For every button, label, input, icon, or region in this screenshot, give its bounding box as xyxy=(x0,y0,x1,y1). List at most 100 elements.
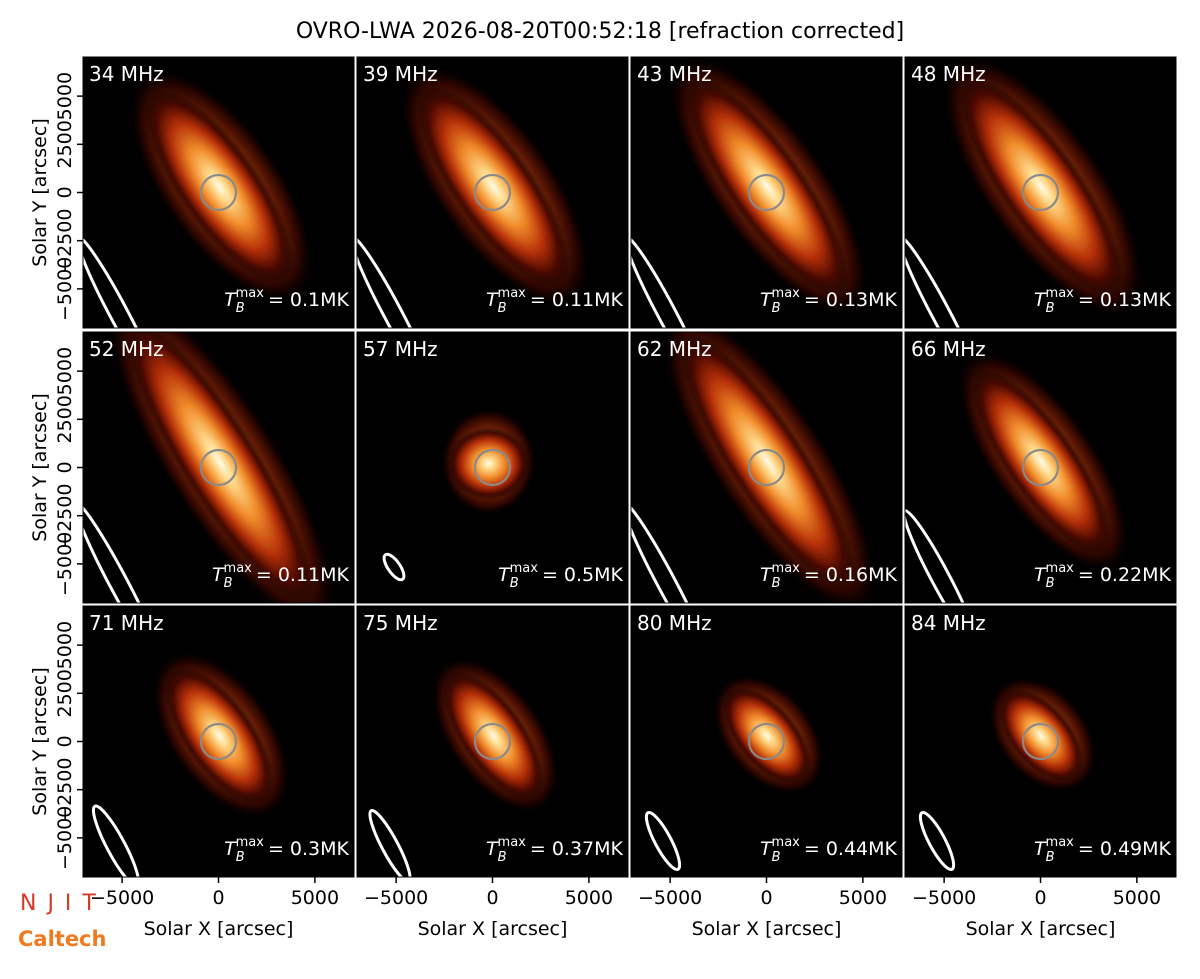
x-tick-label: 5000 xyxy=(839,887,887,909)
emission xyxy=(126,332,313,603)
panel-border xyxy=(356,56,629,329)
annotation: TBmax = 0.5MK xyxy=(498,561,623,591)
panel xyxy=(631,332,902,603)
annotation: TBmax = 0.3MK xyxy=(224,835,349,865)
annotation-sup: max xyxy=(224,561,253,576)
annotation: TBmax = 0.49MK xyxy=(1034,835,1172,865)
annotation: TBmax = 0.37MK xyxy=(486,835,624,865)
annotation-symbol: T xyxy=(212,564,225,586)
solar-disk xyxy=(747,448,786,487)
annotation-symbol: T xyxy=(1034,838,1047,860)
panel-title: 84 MHz xyxy=(911,611,986,635)
annotation-symbol: T xyxy=(224,289,237,311)
annotation: TBmax = 0.11MK xyxy=(212,561,350,591)
annotation: TBmax = 0.44MK xyxy=(760,835,898,865)
solar-disk xyxy=(1021,448,1060,487)
emission xyxy=(165,667,274,805)
beam xyxy=(905,235,983,328)
annotation-sup: max xyxy=(1046,561,1075,576)
annotation-sub: B xyxy=(236,301,245,316)
annotation-sup: max xyxy=(772,561,801,576)
annotation-symbol: T xyxy=(1034,289,1047,311)
panel-title: 57 MHz xyxy=(363,337,438,361)
beam xyxy=(631,500,711,603)
annotation: TBmax = 0.22MK xyxy=(1034,561,1172,591)
y-tick-label: 2500 xyxy=(54,120,76,168)
annotation-sub: B xyxy=(498,301,507,316)
annotation-symbol: T xyxy=(1034,564,1047,586)
panel-border xyxy=(356,331,629,604)
y-tick-label: 0 xyxy=(54,461,76,473)
solar-disk xyxy=(199,173,238,212)
x-tick-label: 5000 xyxy=(291,887,339,909)
annotation-text: = 0.11MK xyxy=(530,289,624,311)
annotation-sup: max xyxy=(772,286,801,301)
panel-title: 52 MHz xyxy=(89,337,164,361)
panel xyxy=(631,606,902,877)
solar-disk xyxy=(199,722,238,761)
emission xyxy=(686,78,849,296)
x-tick-label: 0 xyxy=(1034,887,1046,909)
y-tick-label: 0 xyxy=(54,735,76,747)
emission xyxy=(448,427,529,500)
x-axis-label: Solar X [arcsec] xyxy=(418,918,568,940)
emission xyxy=(417,85,570,288)
panel xyxy=(83,606,354,877)
figure-title: OVRO-LWA 2026-08-20T00:52:18 [refraction… xyxy=(296,19,904,44)
logo-caltech: Caltech xyxy=(18,927,106,951)
beam xyxy=(631,235,709,328)
x-tick-label: −5000 xyxy=(912,887,976,909)
annotation-symbol: T xyxy=(486,838,499,860)
x-tick-label: 0 xyxy=(760,887,772,909)
emission xyxy=(960,77,1123,296)
emission xyxy=(145,89,294,284)
annotation-sub: B xyxy=(772,301,781,316)
emission xyxy=(679,334,856,590)
panel xyxy=(905,606,1176,877)
y-tick-label: 5000 xyxy=(54,347,76,395)
panel-border xyxy=(630,331,903,604)
beam xyxy=(83,235,161,328)
panel-title: 71 MHz xyxy=(89,611,164,635)
annotation-symbol: T xyxy=(224,838,237,860)
panel-title: 80 MHz xyxy=(637,611,712,635)
annotation-sub: B xyxy=(1046,301,1055,316)
solar-disk xyxy=(199,448,238,487)
annotation-sup: max xyxy=(236,286,265,301)
y-tick-label: −2500 xyxy=(54,758,76,822)
y-tick-label: −5000 xyxy=(54,806,76,870)
panel xyxy=(905,332,1176,603)
x-tick-label: 0 xyxy=(212,887,224,909)
beam xyxy=(905,509,978,603)
annotation-text: = 0.1MK xyxy=(268,289,350,311)
emission xyxy=(972,369,1111,555)
annotation-text: = 0.22MK xyxy=(1078,564,1172,586)
y-tick-label: −5000 xyxy=(54,257,76,321)
logo-njit: N J I T xyxy=(20,891,98,916)
annotation-sub: B xyxy=(1046,850,1055,865)
x-tick-label: 0 xyxy=(486,887,498,909)
x-tick-label: −5000 xyxy=(90,887,154,909)
solar-disk xyxy=(747,722,786,761)
annotation-symbol: T xyxy=(486,289,499,311)
x-axis-label: Solar X [arcsec] xyxy=(692,918,842,940)
panel xyxy=(631,57,902,328)
annotation-text: = 0.13MK xyxy=(1078,289,1172,311)
panel-border xyxy=(630,56,903,329)
panel-title: 43 MHz xyxy=(637,62,712,86)
beam xyxy=(91,804,141,877)
solar-disk xyxy=(1021,173,1060,212)
emission xyxy=(998,689,1084,783)
panel-title: 62 MHz xyxy=(637,337,712,361)
panel-border xyxy=(904,331,1177,604)
annotation-text: = 0.44MK xyxy=(804,838,898,860)
solar-disk xyxy=(473,448,512,487)
annotation-sup: max xyxy=(498,286,527,301)
panel-title: 66 MHz xyxy=(911,337,986,361)
emission xyxy=(443,671,544,801)
beam xyxy=(918,810,956,872)
annotation-symbol: T xyxy=(760,564,773,586)
beam xyxy=(382,552,406,582)
annotation-text: = 0.13MK xyxy=(804,289,898,311)
